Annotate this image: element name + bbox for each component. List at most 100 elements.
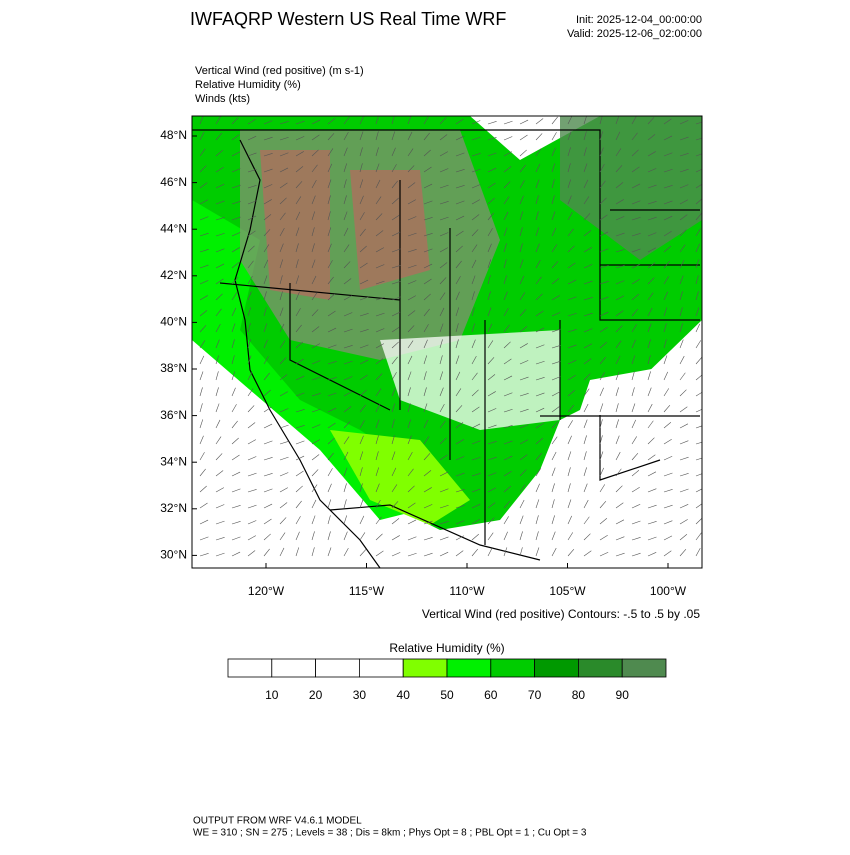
boundaries bbox=[192, 129, 700, 568]
wind-barb bbox=[455, 200, 465, 205]
wind-barb bbox=[359, 228, 366, 237]
wind-barb bbox=[391, 387, 396, 397]
wind-barb bbox=[327, 310, 336, 317]
wind-barb bbox=[519, 439, 529, 445]
wind-barb bbox=[583, 483, 588, 493]
wind-barb bbox=[391, 419, 395, 429]
wind-barb bbox=[519, 360, 529, 365]
wind-barb bbox=[647, 471, 657, 477]
wind-barb bbox=[471, 259, 477, 269]
colorbar-label: 50 bbox=[440, 688, 454, 702]
wind-barb bbox=[695, 517, 702, 525]
wind-barb bbox=[279, 424, 289, 429]
wind-barb bbox=[215, 355, 219, 365]
wind-barb bbox=[263, 153, 273, 157]
wind-barb bbox=[423, 200, 433, 205]
wind-barb bbox=[423, 371, 427, 381]
wind-barb bbox=[439, 307, 445, 317]
wind-barb bbox=[679, 199, 689, 205]
wind-barb bbox=[343, 376, 353, 381]
wind-barb bbox=[503, 392, 513, 397]
wind-barb bbox=[215, 232, 225, 237]
wind-barb bbox=[439, 471, 449, 477]
wind-barb bbox=[391, 180, 398, 189]
wind-barb bbox=[679, 291, 683, 301]
wind-barb bbox=[567, 245, 575, 253]
wind-barb bbox=[663, 260, 671, 269]
wind-barb bbox=[583, 467, 587, 477]
wind-barb bbox=[663, 371, 669, 381]
wind-barb bbox=[695, 259, 700, 269]
wind-barb bbox=[215, 403, 220, 413]
wind-barb bbox=[599, 296, 609, 301]
wind-barb bbox=[679, 229, 687, 237]
wind-barb bbox=[391, 467, 397, 477]
wind-barb bbox=[455, 489, 465, 493]
wind-barb bbox=[599, 552, 609, 557]
wind-barb bbox=[439, 521, 449, 525]
wind-barb bbox=[263, 214, 272, 221]
wind-barb bbox=[647, 277, 655, 285]
wind-barb bbox=[471, 389, 479, 397]
wind-barb bbox=[311, 309, 319, 317]
wind-barb bbox=[487, 472, 497, 477]
wind-barb bbox=[295, 341, 303, 349]
wind-barb bbox=[215, 339, 220, 349]
wind-barb bbox=[263, 423, 273, 429]
wind-barb bbox=[503, 196, 510, 205]
wind-barb bbox=[471, 307, 475, 317]
wind-barb bbox=[615, 536, 625, 541]
wind-barb bbox=[519, 180, 525, 189]
wind-barb bbox=[679, 355, 685, 365]
wind-barb bbox=[391, 356, 398, 365]
wind-barb bbox=[615, 451, 621, 461]
wind-barb bbox=[247, 422, 256, 429]
wind-barb bbox=[311, 164, 318, 173]
wind-barb bbox=[391, 518, 400, 525]
wind-barb bbox=[423, 308, 430, 317]
wind-barb bbox=[311, 393, 321, 397]
wind-barb bbox=[311, 149, 319, 157]
wind-barb bbox=[583, 550, 592, 557]
wind-barb bbox=[615, 199, 624, 205]
wind-barb bbox=[663, 291, 668, 301]
wind-barb bbox=[327, 260, 333, 269]
wind-barb bbox=[311, 211, 315, 221]
wind-barb bbox=[263, 136, 273, 141]
wind-barb bbox=[247, 200, 257, 205]
wind-barb bbox=[263, 323, 268, 333]
wind-barb bbox=[359, 116, 365, 125]
colorbar-label: 90 bbox=[616, 688, 630, 702]
wind-barb bbox=[631, 504, 641, 509]
wind-barb bbox=[231, 134, 240, 141]
wind-barb bbox=[279, 167, 289, 173]
wind-barb bbox=[391, 280, 401, 285]
wind-barb bbox=[343, 227, 349, 237]
wind-barb bbox=[695, 168, 702, 173]
contour-note: Vertical Wind (red positive) Contours: -… bbox=[422, 607, 700, 621]
wind-barb bbox=[455, 276, 461, 285]
wind-barb bbox=[695, 183, 702, 189]
wind-barb bbox=[471, 244, 478, 253]
wind-barb bbox=[567, 329, 577, 333]
wind-barb bbox=[679, 259, 685, 269]
wind-barb bbox=[423, 183, 433, 189]
wind-barb bbox=[327, 163, 333, 173]
wind-barb bbox=[695, 228, 701, 237]
wind-barb bbox=[535, 547, 540, 557]
wind-barb bbox=[615, 295, 625, 301]
wind-barb bbox=[695, 243, 700, 253]
wind-barb bbox=[423, 232, 433, 237]
wind-barb bbox=[615, 325, 623, 333]
wind-barb bbox=[295, 211, 301, 221]
wind-barb bbox=[615, 502, 624, 509]
wind-barb bbox=[391, 501, 399, 509]
wind-barb bbox=[647, 184, 657, 189]
wind-barb bbox=[695, 137, 702, 141]
wind-barb bbox=[439, 216, 449, 221]
wind-barb bbox=[615, 468, 622, 477]
wind-barb bbox=[487, 167, 497, 173]
lat-label: 44°N bbox=[160, 221, 187, 235]
wind-barb bbox=[567, 262, 576, 269]
wind-barb bbox=[295, 275, 300, 285]
